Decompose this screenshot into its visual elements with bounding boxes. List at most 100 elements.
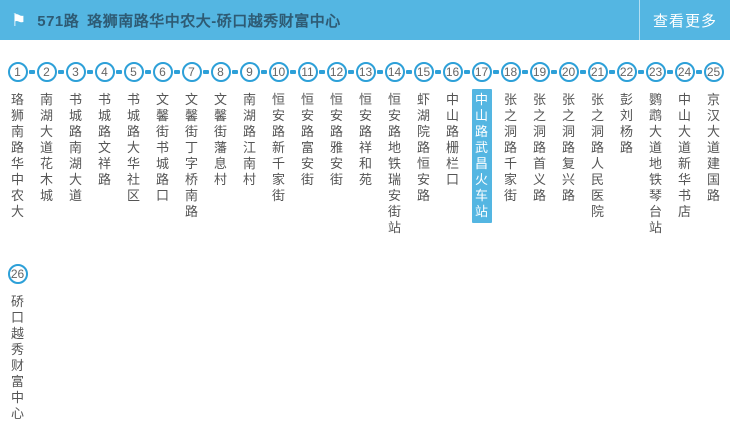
connector-dash <box>232 70 238 74</box>
stop-name[interactable]: 文馨街藩息村 <box>213 92 227 187</box>
stop: 1 珞狮南路华中农大 <box>3 62 35 236</box>
stop-name[interactable]: 恒安路地铁瑞安街站 <box>387 92 401 235</box>
stop-name[interactable]: 张之洞路人民医院 <box>590 92 604 219</box>
stop: 2 南湖大道花木城 <box>32 62 64 236</box>
connector-dash <box>667 70 673 74</box>
connector-dash <box>290 70 296 74</box>
stop-number-circle: 26 <box>7 264 28 284</box>
stop-name[interactable]: 恒安路富安街 <box>300 92 314 187</box>
connector-dash <box>551 70 557 74</box>
stop-name[interactable]: 南湖大道花木城 <box>39 92 53 203</box>
connector-dash <box>174 70 180 74</box>
stop-number-circle: 23 <box>645 62 666 82</box>
stop-number-circle: 4 <box>94 62 115 82</box>
stop-name[interactable]: 中山路栅栏口 <box>445 92 459 187</box>
stop: 24 中山大道新华书店 <box>670 62 702 236</box>
connector-dash <box>348 70 354 74</box>
stop-name[interactable]: 文馨街丁字桥南路 <box>184 92 198 219</box>
stop: 23 鹦鹉大道地铁琴台站 <box>641 62 673 236</box>
route-number: 571路 <box>37 12 80 30</box>
stop-number-circle: 18 <box>500 62 521 82</box>
stop-number-circle: 20 <box>558 62 579 82</box>
stop-number-circle: 8 <box>210 62 231 82</box>
connector-dash <box>87 70 93 74</box>
stop: 9 南湖路江南村 <box>235 62 267 236</box>
stop: 18 张之洞路千家街 <box>496 62 528 236</box>
stop-name[interactable]: 文馨街书城路口 <box>155 92 169 203</box>
connector-dash <box>203 70 209 74</box>
stop: 25 京汉大道建国路 <box>699 62 728 236</box>
stop-number-circle: 9 <box>239 62 260 82</box>
connector-dash <box>464 70 470 74</box>
stop: 12 恒安路雅安街 <box>322 62 354 236</box>
stop-number-circle: 13 <box>355 62 376 82</box>
stop-number-circle: 19 <box>529 62 550 82</box>
stop-name[interactable]: 张之洞路复兴路 <box>561 92 575 203</box>
stop: 3 书城路南湖大道 <box>61 62 93 236</box>
stop: 5 书城路大华社区 <box>119 62 151 236</box>
connector-dash <box>580 70 586 74</box>
route-row-2: 26 硚口越秀财富中心 <box>0 264 730 422</box>
stop-name[interactable]: 书城路大华社区 <box>126 92 140 203</box>
stop-number-circle: 3 <box>65 62 86 82</box>
stop-name[interactable]: 恒安路祥和苑 <box>358 92 372 187</box>
stop-name[interactable]: 张之洞路首义路 <box>532 92 546 203</box>
stop-number-circle: 25 <box>703 62 724 82</box>
stop: 11 恒安路富安街 <box>293 62 325 236</box>
stop: 8 文馨街藩息村 <box>206 62 238 236</box>
connector-dash <box>696 70 702 74</box>
stop: 21 张之洞路人民医院 <box>583 62 615 236</box>
stop-name[interactable]: 虾湖院路恒安路 <box>416 92 430 203</box>
stop-number-circle: 15 <box>413 62 434 82</box>
stop-name[interactable]: 京汉大道建国路 <box>706 92 720 203</box>
stop-number-circle: 12 <box>326 62 347 82</box>
stop-number-circle: 11 <box>297 62 318 82</box>
stop-name[interactable]: 南湖路江南村 <box>242 92 256 187</box>
stop: 14 恒安路地铁瑞安街站 <box>380 62 412 236</box>
connector-dash <box>435 70 441 74</box>
connector-dash <box>116 70 122 74</box>
stop-name[interactable]: 张之洞路千家街 <box>503 92 517 203</box>
stop: 16 中山路栅栏口 <box>438 62 470 236</box>
stop: 22 彭刘杨路 <box>612 62 644 236</box>
connector-dash <box>58 70 64 74</box>
connector-dash <box>145 70 151 74</box>
stop-number-circle: 14 <box>384 62 405 82</box>
view-more-button[interactable]: 查看更多 <box>638 0 730 40</box>
connector-dash <box>493 70 499 74</box>
stop-name[interactable]: 恒安路新千家街 <box>271 92 285 203</box>
stop-number-circle: 6 <box>152 62 173 82</box>
stop-number-circle: 1 <box>7 62 28 82</box>
route-row-1: 1 珞狮南路华中农大 2 南湖大道花木城 3 书城路南湖大道 4 书城路文祥路 … <box>0 62 730 236</box>
route-title: 珞狮南路华中农大-硚口越秀财富中心 <box>87 12 341 30</box>
stop-number-circle: 21 <box>587 62 608 82</box>
connector-dash <box>609 70 615 74</box>
stop: 15 虾湖院路恒安路 <box>409 62 441 236</box>
stop-name[interactable]: 鹦鹉大道地铁琴台站 <box>648 92 662 235</box>
stop-number-circle: 22 <box>616 62 637 82</box>
stop-name[interactable]: 硚口越秀财富中心 <box>10 294 24 421</box>
route-header: ⚑ 571路 珞狮南路华中农大-硚口越秀财富中心 查看更多 <box>0 0 730 40</box>
stop-name[interactable]: 中山大道新华书店 <box>677 92 691 219</box>
stop-number-circle: 10 <box>268 62 289 82</box>
stop: 20 张之洞路复兴路 <box>554 62 586 236</box>
stop-name[interactable]: 书城路文祥路 <box>97 92 111 187</box>
stop-name[interactable]: 彭刘杨路 <box>619 92 633 155</box>
stop-name[interactable]: 书城路南湖大道 <box>68 92 82 203</box>
stop: 6 文馨街书城路口 <box>148 62 180 236</box>
stop-number-circle: 16 <box>442 62 463 82</box>
stop: 7 文馨街丁字桥南路 <box>177 62 209 236</box>
stop-number-circle: 7 <box>181 62 202 82</box>
connector-dash <box>319 70 325 74</box>
stop-name-highlighted[interactable]: 中山路武昌火车站 <box>471 89 492 223</box>
stop-number-circle: 17 <box>471 62 492 82</box>
stop-name[interactable]: 恒安路雅安街 <box>329 92 343 187</box>
connector-dash <box>377 70 383 74</box>
stop-name[interactable]: 珞狮南路华中农大 <box>10 92 24 219</box>
stop: 26 硚口越秀财富中心 <box>3 264 32 422</box>
connector-dash <box>261 70 267 74</box>
connector-dash <box>522 70 528 74</box>
connector-dash <box>406 70 412 74</box>
stop-number-circle: 24 <box>674 62 695 82</box>
stop: 4 书城路文祥路 <box>90 62 122 236</box>
